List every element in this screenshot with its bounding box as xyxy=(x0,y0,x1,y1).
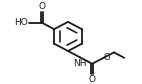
Text: HO: HO xyxy=(14,18,28,27)
Text: NH: NH xyxy=(73,59,87,68)
Text: O: O xyxy=(104,53,110,62)
Text: O: O xyxy=(89,75,96,84)
Text: O: O xyxy=(38,2,46,11)
